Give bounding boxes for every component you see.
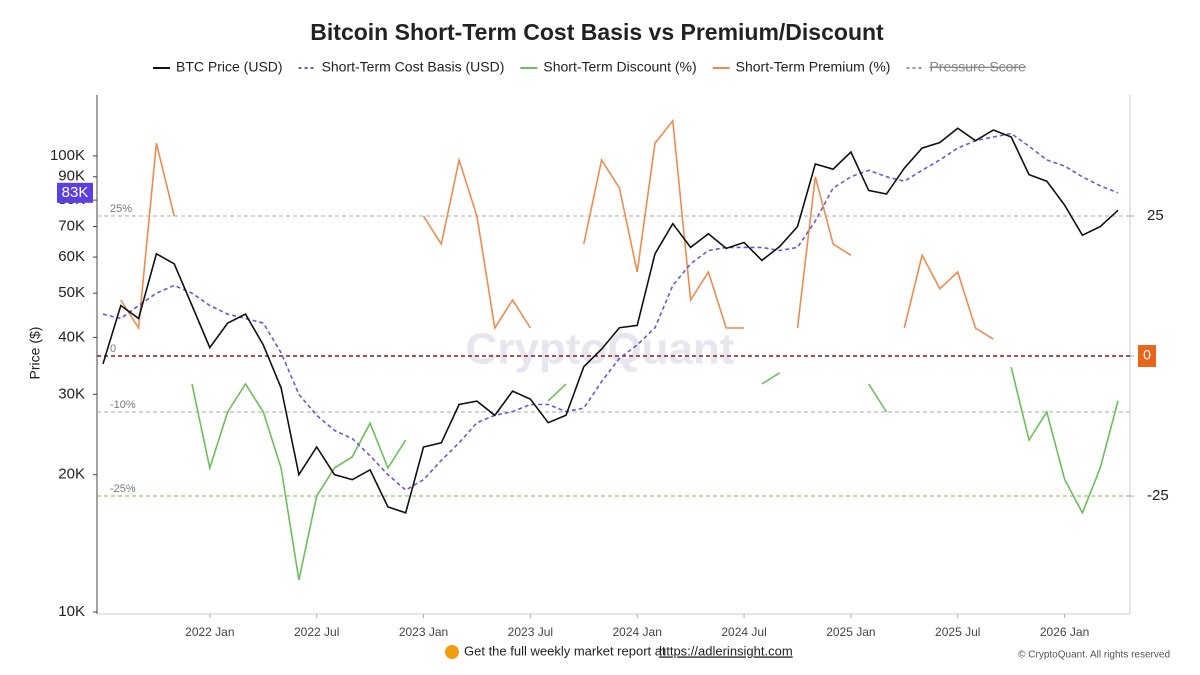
y2-tick-label: 25: [1147, 207, 1164, 224]
x-tick-label: 2022 Jan: [185, 625, 234, 639]
reference-label: 25%: [110, 203, 132, 215]
y-tick-label: 90K: [58, 168, 85, 185]
series-line: [191, 367, 1119, 581]
price-badge: [57, 182, 93, 203]
legend-item[interactable]: BTC Price (USD): [153, 59, 283, 75]
chart-title: Bitcoin Short-Term Cost Basis vs Premium…: [310, 19, 884, 45]
y-tick-label: 100K: [50, 147, 85, 164]
y-tick-label: 40K: [58, 328, 85, 345]
x-tick-label: 2026 Jan: [1040, 625, 1089, 639]
y2-badge-label: 0: [1143, 347, 1151, 363]
x-tick-label: 2023 Jan: [399, 625, 448, 639]
legend-item[interactable]: Short-Term Discount (%): [520, 59, 697, 75]
watermark: CryptoQuant: [466, 325, 735, 374]
footer-link[interactable]: https://adlerinsight.com: [659, 643, 793, 658]
reference-label: -25%: [110, 483, 136, 495]
legend-label: BTC Price (USD): [176, 59, 283, 75]
y-tick-label: 30K: [58, 385, 85, 402]
copyright: © CryptoQuant. All rights reserved: [1018, 650, 1170, 661]
x-tick-label: 2024 Jul: [721, 625, 766, 639]
y2-badge: [1138, 345, 1156, 368]
reference-label: 0: [110, 343, 116, 355]
x-tick-label: 2025 Jan: [826, 625, 875, 639]
legend-item[interactable]: Pressure Score: [906, 59, 1026, 75]
x-tick-label: 2025 Jul: [935, 625, 980, 639]
legend-label: Short-Term Premium (%): [736, 59, 891, 75]
y-tick-label: 50K: [58, 284, 85, 301]
price-badge-label: 83K: [62, 184, 89, 201]
series-line: [102, 132, 1119, 492]
legend-item[interactable]: Short-Term Premium (%): [712, 59, 891, 75]
y-axis-label: Price ($): [27, 327, 43, 380]
legend-label: Short-Term Discount (%): [543, 59, 696, 75]
y-tick-label: 10K: [58, 603, 85, 620]
footer-text: Get the full weekly market report at: [464, 643, 666, 658]
legend-label: Short-Term Cost Basis (USD): [322, 59, 505, 75]
x-tick-label: 2022 Jul: [294, 625, 339, 639]
x-tick-label: 2024 Jan: [613, 625, 662, 639]
y2-tick-label: -25: [1147, 487, 1169, 504]
y-tick-label: 20K: [58, 466, 85, 483]
series-line: [120, 118, 994, 340]
reference-label: -10%: [110, 399, 136, 411]
y-tick-label: 70K: [58, 218, 85, 235]
y-tick-label: 60K: [58, 248, 85, 265]
footer-icon: [445, 645, 459, 659]
legend-label: Pressure Score: [929, 59, 1026, 75]
series-line: [102, 127, 1119, 514]
x-tick-label: 2023 Jul: [508, 625, 553, 639]
legend-item[interactable]: Short-Term Cost Basis (USD): [298, 59, 505, 75]
